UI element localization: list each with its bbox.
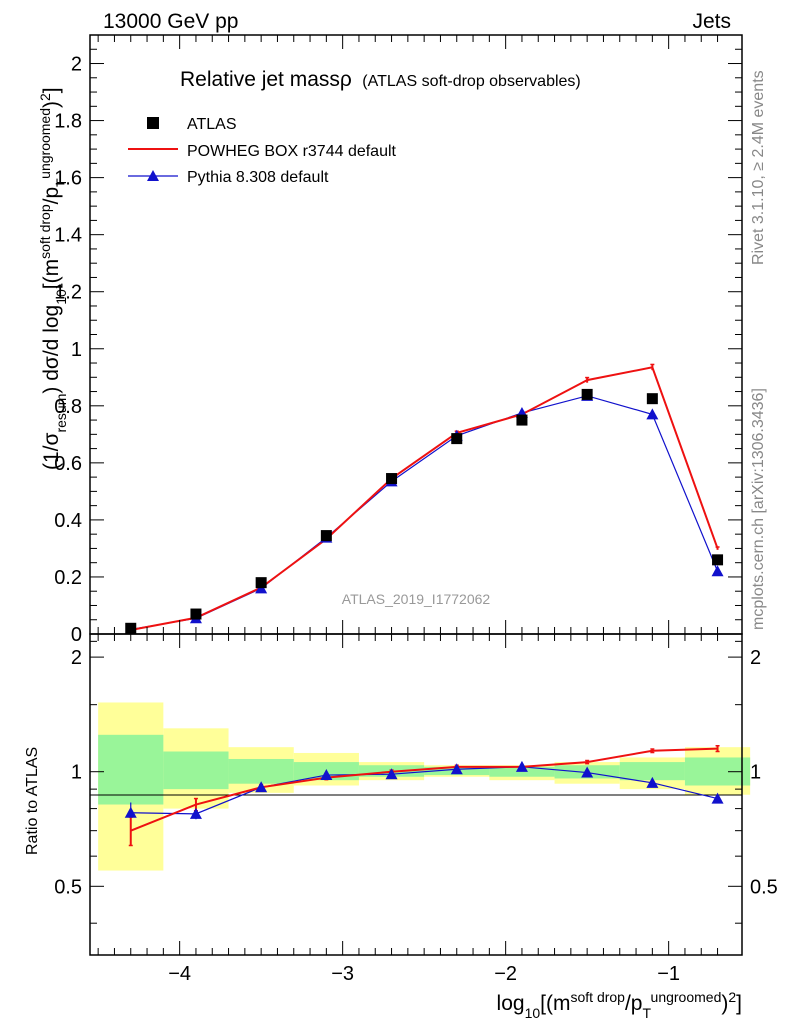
ratio-pythia-point: [189, 807, 202, 819]
header-left-title: 13000 GeV pp: [103, 10, 238, 33]
main-series: [124, 363, 724, 635]
ratio-pythia-line: [130, 766, 718, 815]
ratio-pythia-point: [385, 768, 398, 780]
atlas-point: [190, 608, 202, 620]
ratio-pythia-point: [515, 760, 528, 772]
legend: ATLAS POWHEG BOX r3744 default Pythia 8.…: [128, 116, 397, 186]
y-tick-label: 1.2: [54, 282, 82, 304]
ratio-powheg-line: [130, 747, 718, 832]
y-axis-label-ratio: Ratio to ATLAS: [24, 747, 41, 855]
header-right-title: Jets: [692, 10, 731, 33]
plot-title: Relative jet massρ: [180, 68, 352, 91]
y-tick-label: 0.2: [54, 567, 82, 589]
ratio-pythia-point: [255, 781, 268, 793]
y-tick-label: 1.4: [54, 225, 82, 247]
side-rivet-label: Rivet 3.1.10, ≥ 2.4M events: [750, 70, 767, 265]
atlas-point: [451, 433, 463, 445]
ratio-pythia-point: [581, 766, 594, 778]
atlas-point: [320, 530, 332, 542]
y-tick-label: 1.6: [54, 168, 82, 190]
x-axis-label: log10[(msoft drop/pTungroomed)2]: [497, 989, 742, 1021]
legend-powheg-label: POWHEG BOX r3744 default: [187, 143, 397, 160]
ratio-pythia-point: [711, 792, 724, 804]
ratio-plot-frame: [89, 633, 743, 956]
pythia-point: [711, 565, 724, 577]
ratio-y-tick-label: 0.5: [54, 876, 82, 898]
main-y-axis: 0 0.2 0.4 0.6 0.8 1 1.2 1.4 1.6 1.8 2: [54, 48, 742, 646]
ratio-band-inner: [228, 758, 294, 784]
ratio-series: [124, 744, 724, 847]
atlas-point: [712, 554, 724, 566]
ratio-y-tick-label-right: 0.5: [750, 876, 778, 898]
atlas-point: [255, 577, 267, 589]
y-tick-label: 0.6: [54, 453, 82, 475]
ratio-pythia-point: [124, 806, 137, 818]
y-tick-label: 2: [71, 54, 82, 76]
x-tick-label: −4: [168, 963, 191, 985]
legend-atlas-marker: [147, 117, 159, 129]
ratio-pythia-point: [646, 776, 659, 788]
x-axis: −4 −3 −2 −1: [97, 35, 719, 985]
analysis-id: ATLAS_2019_I1772062: [342, 591, 491, 607]
legend-pythia-label: Pythia 8.308 default: [187, 169, 329, 186]
legend-atlas-label: ATLAS: [187, 116, 237, 133]
ratio-y-axis: 0.5 0.5 1 1 2 2: [54, 640, 778, 924]
y-tick-label: 1: [71, 339, 82, 361]
ratio-pythia-point: [320, 769, 333, 781]
ratio-band-inner: [98, 734, 164, 805]
atlas-point: [581, 388, 593, 400]
atlas-point: [646, 393, 658, 405]
plot-title-group: Relative jet massρ (ATLAS soft-drop obse…: [180, 68, 581, 91]
y-axis-label-main: (1/σresum) dσ/d log10[(msoft drop/pTungr…: [37, 87, 69, 470]
ratio-band-inner: [619, 762, 685, 781]
y-tick-label: 1.8: [54, 111, 82, 133]
x-tick-label: −2: [494, 963, 517, 985]
ratio-pythia-point: [450, 763, 463, 775]
atlas-point: [386, 473, 398, 485]
x-tick-label: −3: [331, 963, 354, 985]
legend-pythia-marker: [147, 170, 159, 181]
ratio-y-tick-label-right: 2: [750, 647, 761, 669]
pythia-point: [646, 408, 659, 420]
plot-subtitle: (ATLAS soft-drop observables): [362, 73, 580, 90]
powheg-line: [130, 366, 719, 631]
atlas-point: [516, 414, 528, 426]
x-tick-label: −1: [657, 963, 680, 985]
ratio-y-tick-label: 2: [71, 647, 82, 669]
side-mcplots-label: mcplots.cern.ch [arXiv:1306.3436]: [750, 388, 767, 630]
y-tick-label: 0.4: [54, 510, 82, 532]
ratio-y-tick-label-right: 1: [750, 762, 761, 784]
ratio-band-inner: [163, 751, 229, 790]
y-tick-label: 0.8: [54, 396, 82, 418]
ratio-y-tick-label: 1: [71, 762, 82, 784]
y-tick-label: 0: [71, 624, 82, 646]
